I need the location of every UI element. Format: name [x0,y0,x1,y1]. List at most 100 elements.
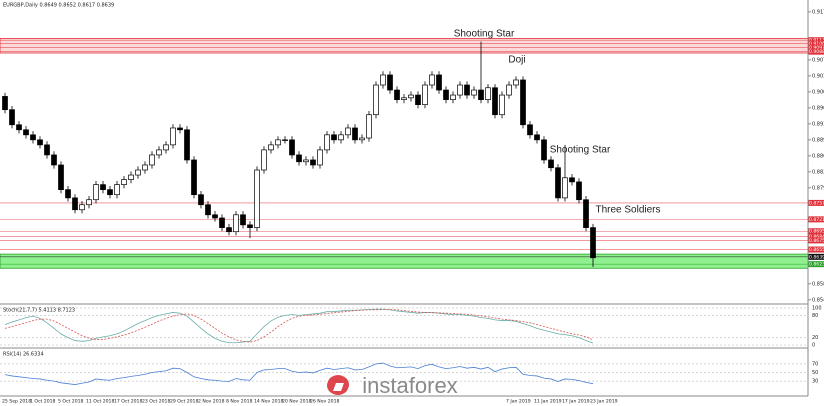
candle-body [513,79,519,86]
annotation: Doji [508,55,525,66]
level-label-box [808,216,824,223]
y-tick-label: 0.8965 [812,105,824,111]
candle-body [212,214,218,219]
level-label: 0.8721 [809,217,824,223]
candle-body [9,109,15,126]
candle-body [429,74,435,86]
candle-body [226,227,232,233]
candle-body [170,127,176,146]
candle-body [443,89,449,100]
level-label-box [808,237,824,244]
level-label-box [808,48,824,55]
candle-body [401,97,407,100]
candle-body [37,139,43,146]
watermark: instaforex [362,373,457,398]
candle-body [58,164,64,191]
zone [0,253,809,269]
candle-body [296,154,302,163]
candle-body [555,167,561,199]
x-tick-label: 5 Oct 2018 [58,399,84,405]
x-tick-label: 17 Oct 2018 [114,399,142,405]
y-tick-label: 100 [812,306,822,312]
candle-body [149,154,155,166]
candle-body [135,169,141,176]
candle-body [478,89,484,100]
candle-body [485,87,491,100]
candle-body [338,134,344,141]
candle-body [373,84,379,116]
x-tick-label: 23 Jan 2019 [590,399,618,405]
candle-body [51,154,57,166]
candle-body [142,164,148,171]
y-tick-label: 0 [812,343,815,349]
candle-body [562,177,568,199]
candle-body [520,79,526,126]
candle-body [156,149,162,156]
candle-body [548,159,554,169]
level-label: 0.8639 [809,254,824,260]
level-label: 0.8675 [809,238,824,244]
candle-body [30,134,36,141]
x-tick-label: 7 Jan 2019 [506,399,531,405]
y-tick-label: 0.9175 [812,9,824,15]
candle-body [93,184,99,201]
chart-header: EURGBP,Daily 0.8649 0.8652 0.8617 0.8639 [3,3,114,9]
candle-body [261,149,267,171]
candle-body [289,139,295,156]
y-tick-label: 0.8825 [812,169,824,175]
y-tick-label: 70 [812,361,818,367]
zone [0,37,809,54]
candle-body [191,159,197,196]
candle-body [436,74,442,91]
indicator-line [4,308,594,344]
candle-body [415,94,421,106]
x-tick-label: 8 Nov 2018 [226,399,253,405]
candle-body [457,84,463,96]
candle-body [422,84,428,106]
level-label-box [808,228,824,235]
candle-body [534,134,540,141]
y-tick-label: 80 [812,313,818,319]
annotation: Three Soldiers [595,205,660,216]
x-tick-label: 11 Oct 2018 [86,399,114,405]
candle-body [583,199,589,228]
candle-body [240,214,246,226]
candle-body [163,144,169,151]
candle-body [107,189,113,196]
level-label-box [808,40,824,47]
y-tick-label: 0.9035 [812,73,824,79]
x-tick-label: 14 Nov 2018 [254,399,283,405]
candle-body [79,204,85,211]
candle-body [576,181,582,201]
candle-body [23,129,29,136]
level-label: 0.8757 [809,200,824,206]
candle-body [247,224,253,228]
candle-body [380,74,386,86]
x-tick-label: 2 Nov 2018 [198,399,225,405]
y-tick-label: 0.9070 [812,57,824,63]
level-label-box [808,37,824,44]
level-label: 0.8623 [809,262,824,268]
candle-body [2,96,8,111]
candle-body [184,129,190,161]
candle-body [72,197,78,211]
candle-body [324,134,330,151]
candle-body [506,84,512,96]
y-tick-label: 0.8860 [812,153,824,159]
candle-body [352,127,358,141]
candle-body [275,139,281,146]
candle-body [345,127,351,136]
plot-layer: 0.91130.91060.90970.90880.87570.87210.86… [0,9,824,405]
stoch-label: Stoch(21,7,7) 5.4113 8.7123 [3,308,75,314]
level-label: 0.9097 [809,45,824,51]
candle-body [492,87,498,116]
y-tick-label: 0.8790 [812,185,824,191]
indicator-line [4,309,594,343]
level-label-box [808,261,824,268]
candle-body [590,227,596,259]
candle-body [464,84,470,96]
candle-body [499,94,505,116]
y-tick-label: 0.8545 [812,297,824,303]
level-label: 0.8655 [809,247,824,253]
